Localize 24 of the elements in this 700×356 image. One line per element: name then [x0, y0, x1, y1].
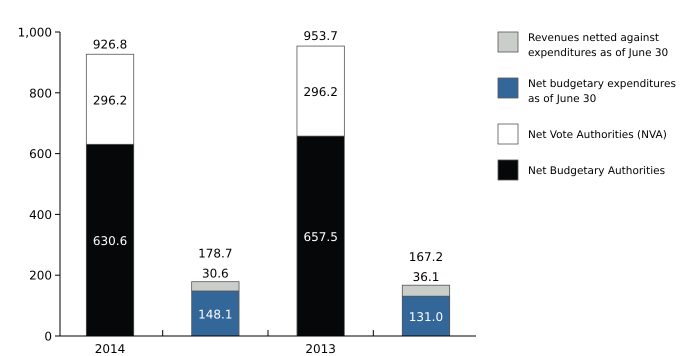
- data-label: 630.6: [92, 234, 128, 248]
- y-tick-label: 800: [29, 86, 52, 100]
- y-tick-label: 600: [29, 147, 52, 162]
- data-label: 296.2: [92, 93, 128, 108]
- y-tick-label: 1,000: [18, 26, 52, 40]
- x-tick-label: 2014: [94, 342, 126, 356]
- total-label: 926.8: [92, 37, 128, 52]
- total-label: 953.7: [303, 29, 338, 44]
- legend-label: Net Vote Authorities (NVA): [528, 129, 667, 141]
- total-label: 167.2: [408, 250, 444, 264]
- data-label: 296.2: [303, 85, 338, 100]
- data-label: 148.1: [198, 307, 233, 322]
- data-label: 657.5: [303, 230, 338, 244]
- total-label: 178.7: [198, 246, 233, 261]
- data-label: 30.6: [202, 266, 229, 281]
- y-tick-label: 0: [44, 330, 52, 344]
- legend-label: Revenues netted against expenditures as of June 30: [528, 32, 668, 59]
- legend-label: Net budgetary expenditures as of June 30: [528, 78, 676, 105]
- x-tick-label: 2013: [305, 342, 336, 356]
- data-label: 36.1: [412, 270, 440, 284]
- y-tick-label: 400: [29, 208, 52, 222]
- y-tick-label: 200: [29, 268, 52, 283]
- data-label: 131.0: [408, 310, 444, 324]
- legend-label: Net Budgetary Authorities: [528, 165, 666, 177]
